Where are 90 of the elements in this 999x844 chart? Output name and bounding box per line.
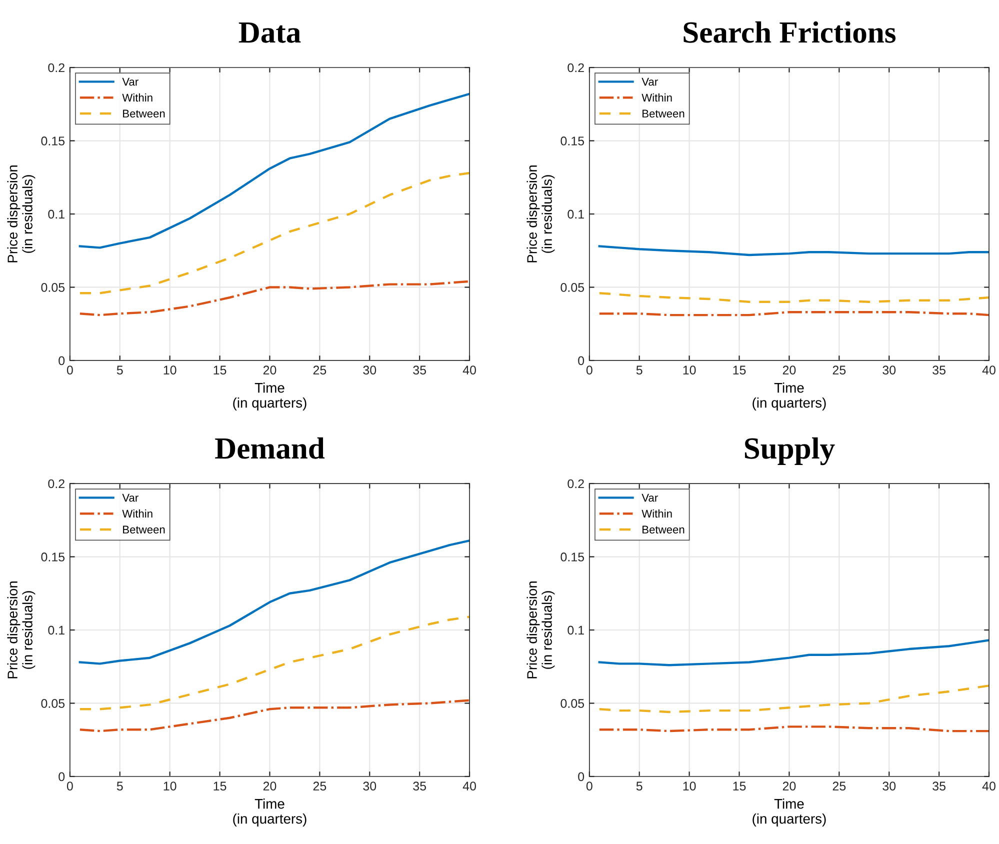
x-tick-label: 0 — [586, 366, 592, 375]
x-tick-label: 40 — [462, 366, 476, 375]
line-series — [78, 616, 470, 710]
x-tick-label: 40 — [462, 782, 476, 791]
y-tick-label: 0 — [578, 356, 584, 366]
x-tick-label: 5 — [116, 782, 123, 791]
x-axis-title: Time (in quarters) — [233, 382, 306, 410]
x-tick-label: 5 — [636, 366, 642, 375]
x-tick-label: 5 — [636, 782, 642, 791]
y-axis-title: Price dispersion (in residuals) — [7, 165, 36, 262]
line-series — [598, 639, 990, 666]
x-tick-label: 30 — [363, 782, 376, 791]
legend-label: Within — [122, 509, 152, 518]
chart-title: Data — [238, 22, 301, 43]
x-tick-label: 15 — [733, 782, 746, 791]
x-axis-title: Time (in quarters) — [752, 382, 826, 410]
y-tick-label: 0.2 — [48, 479, 64, 488]
y-axis-title: Price dispersion (in residuals) — [526, 165, 555, 262]
x-tick-label: 25 — [313, 366, 326, 375]
y-tick-label: 0.15 — [560, 136, 584, 146]
x-tick-label: 40 — [982, 782, 996, 791]
line-series — [78, 92, 470, 249]
x-tick-label: 30 — [882, 366, 896, 375]
chart-title: Search Frictions — [684, 21, 896, 43]
line-series — [78, 280, 470, 316]
x-tick-label: 5 — [116, 366, 123, 375]
x-tick-label: 15 — [214, 782, 226, 791]
y-tick-label: 0.05 — [560, 699, 584, 708]
x-tick-label: 25 — [832, 366, 846, 375]
x-tick-label: 0 — [66, 366, 73, 375]
x-tick-label: 15 — [214, 366, 226, 375]
line-series — [78, 172, 470, 294]
legend-label: Var — [642, 494, 658, 502]
y-axis-title: Price dispersion (in residuals) — [526, 581, 555, 678]
y-tick-label: 0 — [58, 772, 65, 782]
x-tick-label: 35 — [413, 782, 426, 791]
legend-label: Var — [122, 494, 138, 502]
x-tick-label: 0 — [586, 782, 592, 791]
line-series — [78, 540, 470, 665]
y-tick-label: 0.1 — [48, 210, 64, 219]
y-tick-label: 0.05 — [41, 283, 65, 292]
chart-title: Supply — [744, 437, 835, 466]
y-tick-label: 0.2 — [568, 479, 584, 488]
x-axis-title: Time (in quarters) — [752, 798, 826, 826]
line-series — [598, 684, 990, 714]
legend-label: Var — [122, 78, 138, 86]
x-tick-label: 40 — [982, 366, 996, 375]
y-tick-label: 0.2 — [568, 63, 584, 72]
x-tick-label: 20 — [782, 782, 796, 791]
legend-label: Within — [642, 93, 672, 102]
x-tick-label: 10 — [164, 366, 176, 375]
x-tick-label: 15 — [733, 366, 746, 375]
y-tick-label: 0.15 — [41, 552, 65, 562]
y-tick-label: 0.15 — [41, 136, 65, 146]
y-tick-label: 0 — [578, 772, 584, 782]
x-tick-label: 30 — [363, 366, 376, 375]
legend-label: Within — [642, 509, 672, 518]
legend-label: Between — [123, 526, 165, 534]
y-tick-label: 0.1 — [568, 626, 584, 635]
chart-title: Demand — [215, 437, 325, 459]
x-tick-label: 25 — [313, 782, 326, 791]
x-tick-label: 20 — [782, 366, 796, 375]
legend-label: Between — [642, 110, 684, 118]
x-axis-title: Time (in quarters) — [233, 798, 306, 826]
legend-label: Between — [123, 110, 165, 118]
x-tick-label: 0 — [66, 782, 73, 791]
y-tick-label: 0.1 — [48, 626, 64, 635]
x-tick-label: 20 — [263, 366, 276, 375]
x-tick-label: 10 — [164, 782, 176, 791]
y-axis-title: Price dispersion (in residuals) — [7, 581, 36, 678]
x-tick-label: 10 — [683, 782, 696, 791]
legend-label: Within — [122, 93, 152, 102]
legend-label: Var — [642, 78, 658, 86]
y-tick-label: 0.05 — [41, 699, 65, 708]
line-series — [78, 699, 470, 732]
x-tick-label: 30 — [882, 782, 896, 791]
line-series — [598, 245, 990, 256]
x-tick-label: 20 — [263, 782, 276, 791]
y-tick-label: 0.15 — [560, 552, 584, 562]
x-tick-label: 25 — [832, 782, 846, 791]
y-tick-label: 0.05 — [560, 283, 584, 292]
y-tick-label: 0.1 — [568, 210, 584, 219]
x-tick-label: 10 — [683, 366, 696, 375]
y-tick-label: 0.2 — [48, 63, 64, 72]
x-tick-label: 35 — [932, 366, 946, 375]
legend-label: Between — [642, 526, 684, 534]
x-tick-label: 35 — [932, 782, 946, 791]
line-series — [598, 292, 990, 303]
y-tick-label: 0 — [58, 356, 65, 366]
x-tick-label: 35 — [413, 366, 426, 375]
